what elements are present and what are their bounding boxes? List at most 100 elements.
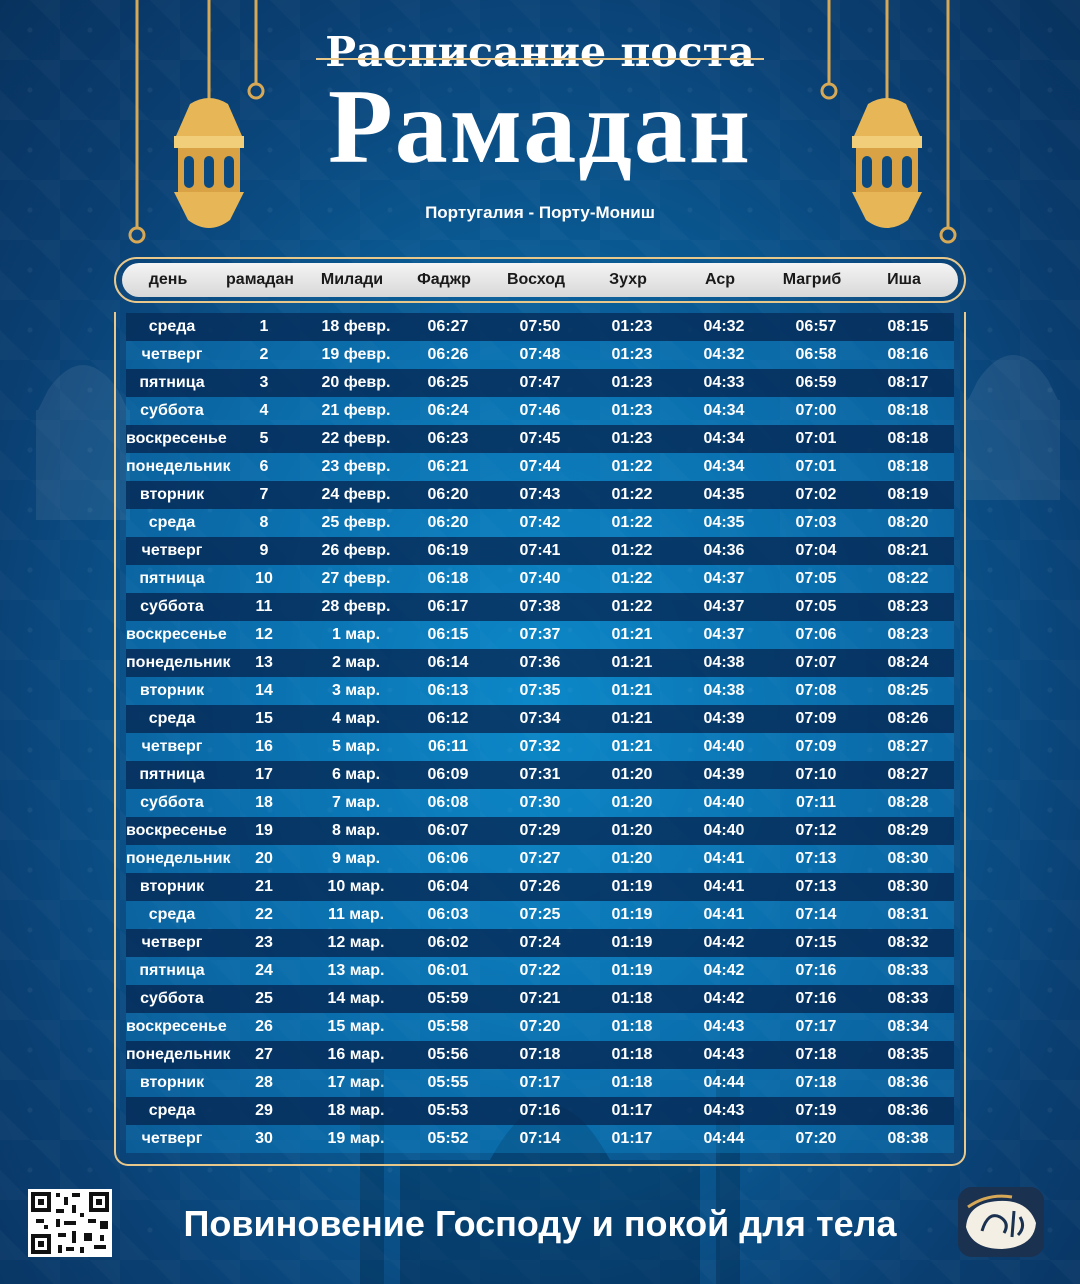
table-cell: 24 — [255, 962, 273, 979]
column-header: Милади — [320, 271, 384, 288]
table-row: вторник 14 3 мар. 06:13 07:35 01:21 04:38 07:08… — [126, 677, 954, 705]
table-row: понедельник 6 23 февр. 06:21 07:44 01:22 04:34… — [126, 453, 954, 481]
table-cell: 01:18 — [611, 1046, 653, 1063]
app-logo-icon — [958, 1187, 1044, 1257]
table-cell: 07:31 — [519, 766, 561, 783]
table-cell: 08:24 — [887, 654, 929, 671]
table-cell: 06:01 — [427, 962, 469, 979]
table-cell: 01:21 — [611, 738, 653, 755]
table-cell: 06:09 — [427, 766, 469, 783]
table-cell: 06:20 — [427, 486, 469, 503]
table-cell: 07:16 — [795, 962, 837, 979]
table-cell: 6 мар. — [331, 766, 381, 783]
table-cell: 07:22 — [519, 962, 561, 979]
table-cell: 1 мар. — [331, 626, 381, 643]
table-cell: 01:20 — [611, 766, 653, 783]
table-cell: 07:02 — [795, 486, 837, 503]
table-cell: 07:00 — [795, 402, 837, 419]
table-cell: 07:44 — [519, 458, 561, 475]
table-cell: 01:20 — [611, 822, 653, 839]
table-cell: 07:01 — [795, 458, 837, 475]
table-cell: 07:26 — [519, 878, 561, 895]
table-cell: 08:33 — [887, 990, 929, 1007]
table-cell: 07:20 — [795, 1130, 837, 1147]
table-cell: понедельник — [126, 458, 231, 475]
table-cell: 4 — [259, 402, 269, 419]
table-cell: 04:44 — [703, 1074, 745, 1091]
table-cell: 04:42 — [703, 934, 745, 951]
table-cell: 08:30 — [887, 878, 929, 895]
table-cell: 04:40 — [703, 822, 745, 839]
table-cell: суббота — [140, 990, 204, 1007]
table-cell: 07:04 — [795, 542, 837, 559]
table-cell: 18 мар. — [327, 1102, 385, 1119]
table-cell: 01:21 — [611, 710, 653, 727]
table-cell: четверг — [141, 738, 203, 755]
table-cell: 04:37 — [703, 570, 745, 587]
table-cell: 5 мар. — [331, 738, 381, 755]
table-cell: 06:21 — [427, 458, 469, 475]
table-cell: 11 — [255, 598, 273, 615]
table-cell: 06:12 — [427, 710, 469, 727]
table-cell: 08:25 — [887, 682, 929, 699]
table-cell: 06:27 — [427, 318, 469, 335]
table-cell: 05:58 — [427, 1018, 469, 1035]
table-cell: 3 — [259, 374, 269, 391]
table-cell: 08:27 — [887, 738, 929, 755]
table-row: вторник 28 17 мар. 05:55 07:17 01:18 04:44 07:1… — [126, 1069, 954, 1097]
table-cell: 06:26 — [427, 346, 469, 363]
table-cell: 08:19 — [887, 486, 929, 503]
table-cell: 08:38 — [887, 1130, 929, 1147]
table-cell: 01:22 — [611, 486, 653, 503]
table-cell: 12 — [255, 626, 273, 643]
table-cell: 05:52 — [427, 1130, 469, 1147]
table-cell: 07:30 — [519, 794, 561, 811]
table-frame — [114, 312, 966, 1166]
table-cell: 04:42 — [703, 990, 745, 1007]
table-cell: 08:18 — [887, 402, 929, 419]
table-cell: 01:20 — [611, 850, 653, 867]
table-cell: вторник — [139, 486, 205, 503]
table-cell: 07:24 — [519, 934, 561, 951]
subtitle: Расписание поста — [325, 28, 755, 76]
table-row: четверг 23 12 мар. 06:02 07:24 01:19 04:42 07:1… — [126, 929, 954, 957]
table-cell: воскресенье — [126, 626, 227, 643]
table-cell: 08:34 — [887, 1018, 929, 1035]
column-header: рамадан — [226, 271, 294, 288]
table-cell: 06:11 — [427, 738, 469, 755]
table-row: вторник 21 10 мар. 06:04 07:26 01:19 04:41 07:1… — [126, 873, 954, 901]
table-cell: 01:21 — [611, 626, 653, 643]
table-cell: 01:22 — [611, 542, 653, 559]
table-cell: 07:18 — [795, 1074, 837, 1091]
table-row: суббота 25 14 мар. 05:59 07:21 01:18 04:42 07:1… — [126, 985, 954, 1013]
table-cell: суббота — [140, 598, 204, 615]
table-cell: суббота — [140, 402, 204, 419]
table-cell: 3 мар. — [331, 682, 381, 699]
table-cell: 06:25 — [427, 374, 469, 391]
table-row: пятница 10 27 февр. 06:18 07:40 01:22 04:37 07:… — [126, 565, 954, 593]
table-cell: среда — [148, 318, 196, 335]
table-cell: 04:35 — [703, 486, 745, 503]
table-cell: 04:37 — [703, 598, 745, 615]
table-cell: 06:07 — [427, 822, 469, 839]
table-cell: 01:23 — [611, 346, 653, 363]
table-cell: 07:13 — [795, 850, 837, 867]
table-cell: 24 февр. — [321, 486, 391, 503]
table-header: день рамадан Милади Фаджр Восход Зухр Аср Магри… — [114, 257, 966, 303]
table-cell: 07:36 — [519, 654, 561, 671]
table-cell: 6 — [259, 458, 269, 475]
table-cell: 08:35 — [887, 1046, 929, 1063]
table-cell: 07:17 — [795, 1018, 837, 1035]
table-cell: 04:32 — [703, 346, 745, 363]
column-header: Магриб — [782, 271, 842, 288]
table-cell: 01:22 — [611, 458, 653, 475]
table-cell: 25 февр. — [321, 514, 391, 531]
column-header: Аср — [704, 271, 735, 288]
table-cell: 04:34 — [703, 430, 745, 447]
table-cell: 08:26 — [887, 710, 929, 727]
table-row: среда 22 11 мар. 06:03 07:25 01:19 04:41 07:14 0… — [126, 901, 954, 929]
table-cell: 8 мар. — [331, 822, 381, 839]
table-cell: 07:16 — [519, 1102, 561, 1119]
table-cell: 07:06 — [795, 626, 837, 643]
schedule-table: среда 1 18 февр. 06:27 07:50 01:23 04:32 06:57 0… — [126, 313, 954, 1153]
